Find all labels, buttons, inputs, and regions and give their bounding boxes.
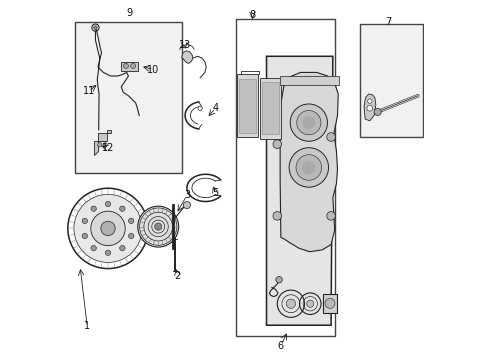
Text: 7: 7: [385, 17, 392, 27]
Circle shape: [128, 218, 134, 224]
Circle shape: [82, 218, 88, 224]
Polygon shape: [267, 56, 333, 325]
Polygon shape: [95, 130, 111, 155]
Circle shape: [131, 63, 136, 68]
Circle shape: [91, 246, 97, 251]
Text: 10: 10: [147, 64, 160, 75]
Text: 12: 12: [102, 143, 114, 153]
Circle shape: [273, 212, 282, 220]
Bar: [262, 82, 279, 134]
Bar: [236, 19, 335, 336]
Text: 1: 1: [84, 321, 90, 331]
Text: 11: 11: [83, 86, 95, 96]
Circle shape: [289, 148, 329, 187]
Circle shape: [94, 26, 97, 30]
Bar: [237, 74, 258, 137]
Circle shape: [325, 298, 335, 309]
Circle shape: [198, 106, 202, 111]
Circle shape: [302, 161, 316, 174]
Circle shape: [273, 140, 282, 148]
Bar: [280, 76, 339, 85]
Circle shape: [105, 250, 111, 256]
Circle shape: [276, 276, 282, 283]
Circle shape: [183, 202, 191, 209]
Circle shape: [91, 206, 97, 211]
Circle shape: [327, 133, 335, 141]
Text: 9: 9: [126, 8, 133, 18]
Circle shape: [91, 211, 125, 246]
Circle shape: [120, 206, 125, 211]
Bar: [260, 78, 281, 139]
Circle shape: [103, 143, 107, 147]
Circle shape: [155, 223, 162, 230]
Text: 5: 5: [213, 188, 219, 198]
Circle shape: [123, 63, 128, 68]
Polygon shape: [181, 51, 193, 63]
Text: 13: 13: [179, 40, 191, 50]
Polygon shape: [364, 94, 376, 121]
Circle shape: [302, 116, 316, 129]
Bar: [74, 22, 182, 173]
Bar: [360, 24, 422, 137]
Circle shape: [327, 212, 335, 220]
Circle shape: [367, 105, 373, 111]
Circle shape: [128, 233, 134, 239]
Circle shape: [296, 155, 321, 180]
Circle shape: [82, 233, 88, 239]
Circle shape: [368, 99, 372, 103]
Circle shape: [98, 143, 102, 147]
Circle shape: [297, 111, 321, 135]
Circle shape: [105, 201, 111, 207]
Text: 3: 3: [184, 190, 190, 201]
Text: 4: 4: [213, 103, 219, 113]
Circle shape: [374, 108, 381, 116]
Bar: [323, 294, 337, 314]
Circle shape: [120, 246, 125, 251]
Polygon shape: [280, 72, 338, 252]
Text: 8: 8: [249, 10, 256, 20]
Circle shape: [101, 221, 115, 235]
Bar: [122, 62, 139, 71]
Text: 2: 2: [174, 271, 181, 281]
Circle shape: [286, 299, 295, 309]
Circle shape: [74, 195, 142, 262]
Circle shape: [138, 206, 179, 247]
Circle shape: [307, 300, 314, 307]
Circle shape: [290, 104, 327, 141]
Bar: [239, 79, 256, 133]
Text: 6: 6: [278, 341, 284, 351]
